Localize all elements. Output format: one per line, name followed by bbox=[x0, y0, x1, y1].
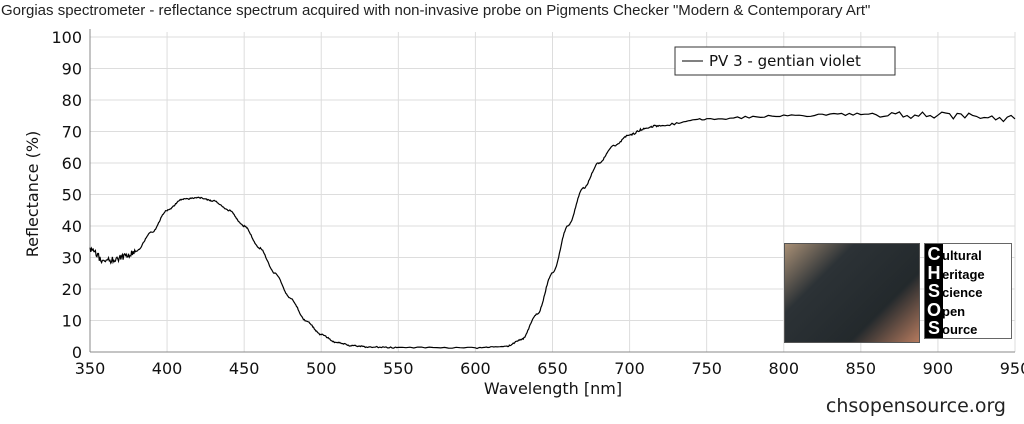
logo-row: Open bbox=[926, 300, 965, 319]
y-tick-label: 90 bbox=[62, 60, 82, 79]
y-tick-label: 100 bbox=[51, 28, 82, 47]
y-axis-label: Reflectance (%) bbox=[23, 131, 42, 258]
legend-label: PV 3 - gentian violet bbox=[709, 52, 861, 70]
x-tick-label: 800 bbox=[768, 359, 799, 378]
footer-url: chsopensource.org bbox=[826, 395, 1006, 417]
x-tick-label: 400 bbox=[152, 359, 183, 378]
legend: PV 3 - gentian violet bbox=[675, 47, 895, 75]
y-tick-label: 80 bbox=[62, 91, 82, 110]
logo-row: Source bbox=[926, 318, 977, 337]
x-tick-label: 900 bbox=[923, 359, 954, 378]
y-tick-label: 70 bbox=[62, 123, 82, 142]
chart-container: Gorgias spectrometer - reflectance spect… bbox=[0, 0, 1024, 424]
x-tick-label: 500 bbox=[306, 359, 337, 378]
chsos-wordmark: Cultural Heritage Science Open Source bbox=[924, 243, 1012, 339]
x-tick-label: 950 bbox=[1000, 359, 1024, 378]
y-tick-label: 40 bbox=[62, 217, 82, 236]
x-tick-label: 450 bbox=[229, 359, 260, 378]
y-tick-label: 20 bbox=[62, 280, 82, 299]
chsos-logo: Cultural Heritage Science Open Source bbox=[784, 243, 1012, 341]
x-tick-label: 750 bbox=[691, 359, 722, 378]
logo-row: Science bbox=[926, 281, 982, 300]
y-tick-label: 60 bbox=[62, 154, 82, 173]
x-tick-label: 650 bbox=[537, 359, 568, 378]
y-tick-label: 30 bbox=[62, 249, 82, 268]
x-tick-label: 600 bbox=[460, 359, 491, 378]
x-tick-label: 700 bbox=[614, 359, 645, 378]
y-tick-label: 10 bbox=[62, 312, 82, 331]
logo-row: Heritage bbox=[926, 263, 985, 282]
x-tick-label: 550 bbox=[383, 359, 414, 378]
pigments-checker-photo bbox=[784, 243, 920, 343]
y-tick-label: 50 bbox=[62, 186, 82, 205]
logo-row: Cultural bbox=[926, 244, 982, 263]
chart-svg: 3504004505005506006507007508008509009500… bbox=[0, 0, 1024, 424]
x-axis-label: Wavelength [nm] bbox=[484, 379, 622, 398]
x-tick-label: 850 bbox=[846, 359, 877, 378]
y-tick-label: 0 bbox=[72, 343, 82, 362]
